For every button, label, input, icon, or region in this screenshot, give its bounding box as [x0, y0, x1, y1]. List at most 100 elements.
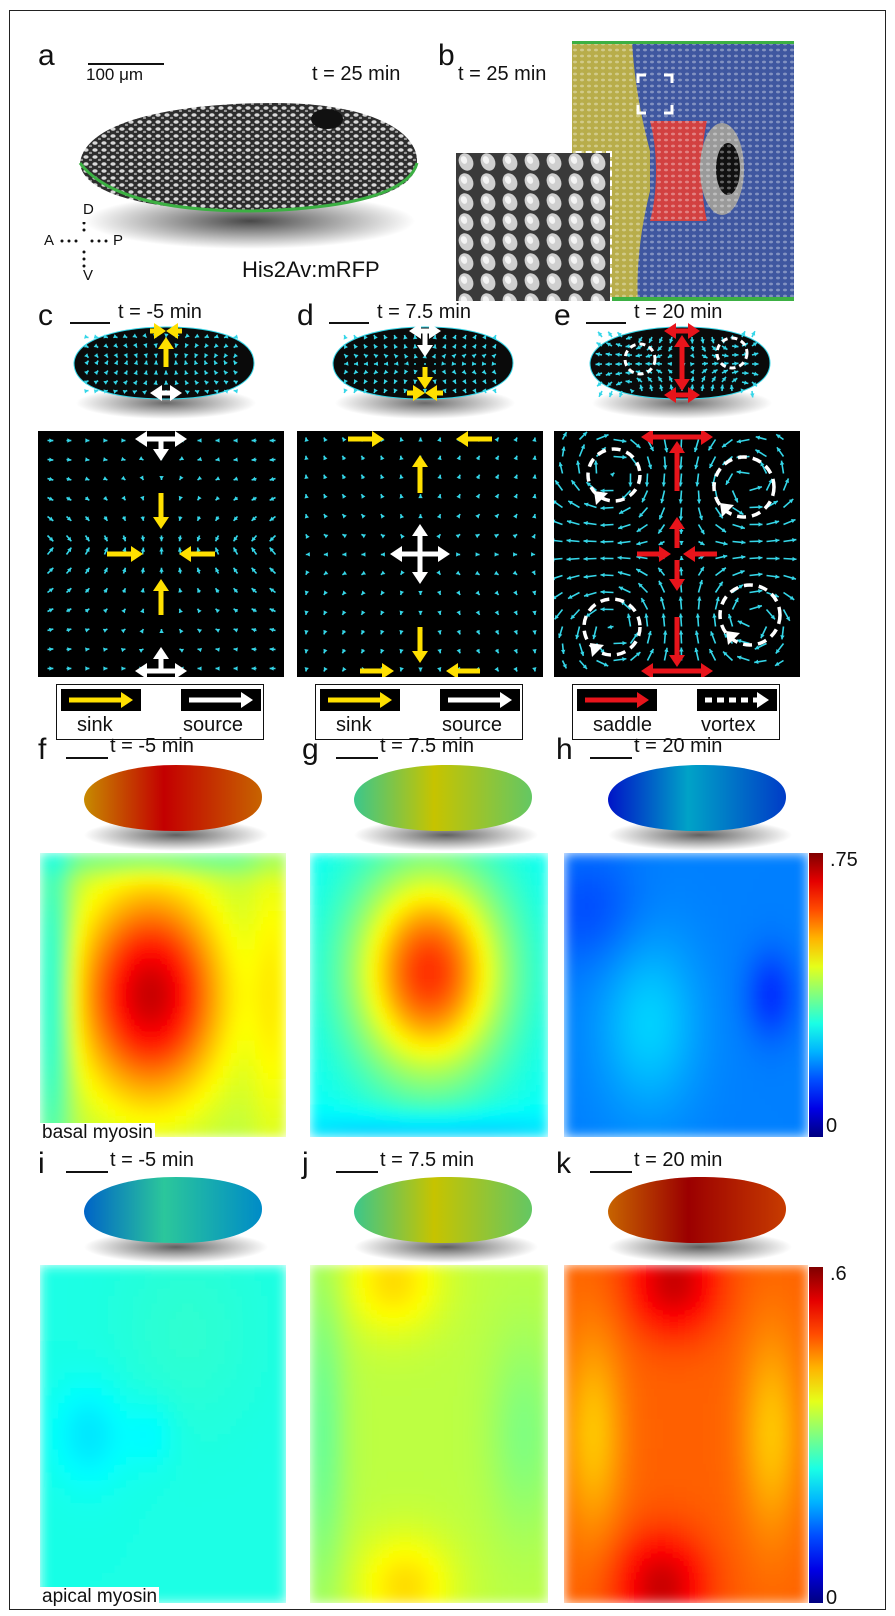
flow-field-c [38, 431, 284, 677]
panel-letter-g: g [302, 733, 319, 766]
saddle-arrow-bottom-left-embryo [664, 387, 682, 403]
source-arrow-right-embryo [425, 323, 441, 339]
basal-colorbar-max-label: .75 [830, 849, 858, 871]
sink-arrow-top-up [412, 455, 428, 493]
embryo-basal-h [602, 761, 792, 853]
sink-arrow-right-embryo [425, 385, 443, 401]
time-label-a: t = 25 min [312, 63, 401, 85]
basal-colorbar [809, 853, 823, 1137]
scale-bar-h [590, 757, 632, 759]
flow-field-d [297, 431, 543, 677]
legend-sink-arrow [69, 692, 133, 708]
panel-letter-k: k [556, 1147, 571, 1180]
legend-sink-arrow [328, 692, 392, 708]
time-label-i: t = -5 min [110, 1149, 194, 1171]
time-label-k: t = 20 min [634, 1149, 723, 1171]
zoom-inset-b [454, 151, 612, 303]
axis-label-d: D [83, 201, 94, 218]
caption-basal-myosin: basal myosin [40, 1122, 155, 1143]
sink-arrow-bottom-down [412, 627, 428, 663]
time-label-j: t = 7.5 min [380, 1149, 474, 1171]
legend-swatch-right [181, 689, 261, 711]
saddle-arrow-bottom-left [641, 663, 677, 677]
scale-bar-a [88, 63, 164, 65]
heatmap-basal-f [40, 853, 286, 1137]
source-arrow-down-embryo [417, 333, 433, 357]
embryo-basal-g [348, 761, 538, 853]
embryo-apical-i [78, 1173, 268, 1265]
vortex-marker [586, 447, 642, 505]
vortex-marker [582, 597, 642, 657]
scale-bar-e [586, 322, 626, 324]
source-arrow-left-embryo [409, 323, 425, 339]
legend-label-right: source [183, 714, 244, 736]
legend-e: saddle vortex [572, 684, 780, 740]
flow-field-arrows [554, 431, 797, 670]
heatmap-basal-h [564, 853, 808, 1137]
vortex-marker [718, 583, 782, 647]
sink-arrow-bottom-left [360, 663, 394, 677]
saddle-arrow-center-down [669, 560, 685, 591]
heatmap-cells [564, 1265, 808, 1603]
embryo-image-a [65, 91, 435, 251]
scale-bar-label: 100 μm [86, 65, 144, 84]
saddle-arrow-up-embryo [674, 335, 690, 363]
heatmap-cells [310, 1265, 548, 1603]
time-label-b: t = 25 min [458, 63, 547, 85]
saddle-arrow-center-up [669, 517, 685, 548]
apical-colorbar-min-label: 0 [826, 1587, 838, 1609]
time-label-d: t = 7.5 min [377, 301, 471, 323]
saddle-arrow-top-right-embryo [682, 323, 700, 339]
source-arrow-left-embryo [150, 385, 166, 401]
legend-swatch-right [697, 689, 777, 711]
apical-colorbar [809, 1267, 823, 1603]
panel-letter-i: i [38, 1147, 45, 1180]
heatmap-apical-k [564, 1265, 808, 1603]
legend-c: sink source [56, 684, 264, 740]
sink-arrow-from-left [107, 546, 143, 562]
legend-swatch-left [577, 689, 657, 711]
caption-apical-myosin: apical myosin [40, 1586, 160, 1607]
axis-label-a: A [44, 232, 55, 249]
legend-swatch-left [61, 689, 141, 711]
sink-arrow-top-right [456, 431, 492, 447]
sink-arrow-left-embryo [150, 323, 166, 339]
heatmap-cells [310, 853, 548, 1137]
embryo-flow-d [325, 323, 520, 423]
scale-bar-d [329, 322, 369, 324]
sink-arrow-right-embryo [166, 323, 182, 339]
saddle-arrow-top-up [669, 441, 685, 491]
sink-arrow-down-embryo [417, 367, 433, 389]
scale-bar-j [336, 1171, 378, 1173]
source-arrow-up [412, 524, 428, 554]
heatmap-cells [564, 853, 808, 1137]
panel-letter-j: j [302, 1147, 309, 1180]
saddle-arrow-bottom-right [677, 663, 713, 677]
scale-bar-i [66, 1171, 108, 1173]
time-label-g: t = 7.5 min [380, 735, 474, 757]
embryo-flow-c [66, 323, 261, 423]
embryo-basal-f [78, 761, 268, 853]
legend-vortex-arrow [705, 692, 769, 708]
source-arrow-down [412, 554, 428, 584]
flow-field-e [554, 431, 800, 677]
legend-label-right: source [442, 714, 503, 736]
legend-source-arrow [448, 692, 512, 708]
panel-letter-e: e [554, 299, 571, 332]
scale-bar-f [66, 757, 108, 759]
panel-letter-a: a [38, 39, 55, 72]
sink-arrow-from-bottom [153, 579, 169, 615]
heatmap-apical-j [310, 1265, 548, 1603]
heatmap-cells [40, 1265, 286, 1603]
saddle-arrow-center-from-left [637, 546, 671, 562]
saddle-arrow-bottom-right-embryo [682, 387, 700, 403]
source-arrow-bottom-up [153, 647, 169, 671]
sink-arrow-top-embryo [158, 337, 174, 367]
scale-bar-k [590, 1171, 632, 1173]
legend-label-left: sink [77, 714, 113, 736]
panel-letter-b: b [438, 39, 455, 72]
heatmap-cells [40, 853, 286, 1137]
embryo-apical-j [348, 1173, 538, 1265]
sink-arrow-bottom-right [446, 663, 480, 677]
sink-arrow-left-embryo [407, 385, 425, 401]
